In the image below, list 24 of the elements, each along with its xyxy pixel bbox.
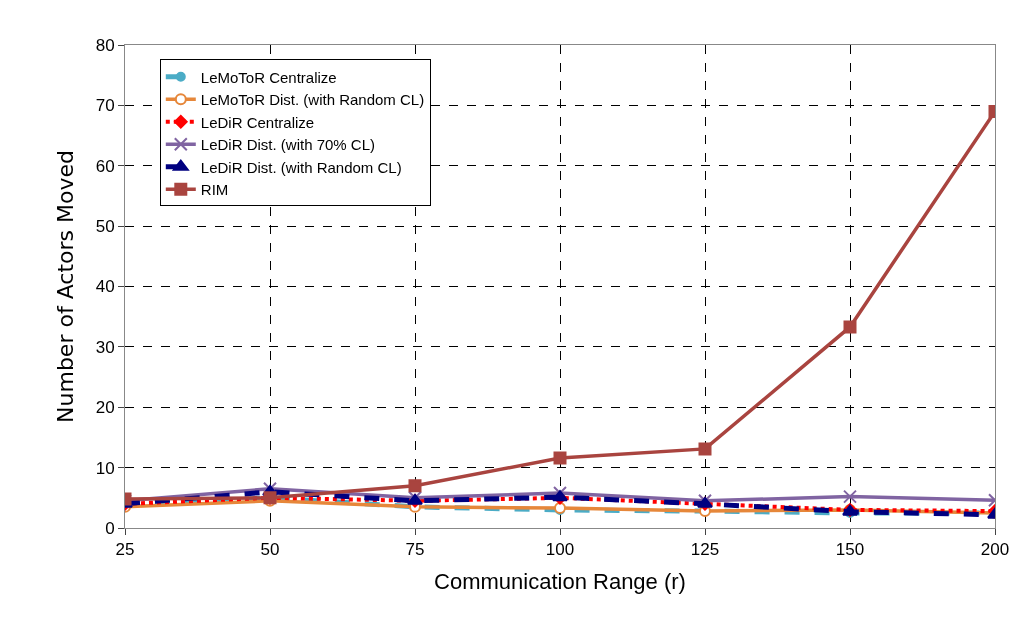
y-tick-label: 0 xyxy=(105,518,115,538)
y-tick-label: 20 xyxy=(95,398,115,418)
x-tick-label: 50 xyxy=(260,540,280,560)
y-tick-label: 70 xyxy=(95,96,115,116)
x-tick-label: 125 xyxy=(690,540,720,560)
legend-label: LeDiR Centralize xyxy=(200,113,315,131)
x-tick-label: 25 xyxy=(115,540,135,560)
y-tick-label: 80 xyxy=(95,35,115,55)
y-tick-label: 50 xyxy=(95,217,115,237)
y-axis-title: Number of Actors Moved xyxy=(53,150,79,423)
x-tick-label: 150 xyxy=(835,540,865,560)
x-axis-title: Communication Range (r) xyxy=(434,569,686,595)
legend-label: LeMoToR Centralize xyxy=(200,68,337,86)
y-tick-label: 60 xyxy=(95,156,115,176)
y-tick-label: 30 xyxy=(95,337,115,357)
x-tick-label: 100 xyxy=(545,540,575,560)
y-tick-label: 40 xyxy=(95,277,115,297)
legend-label: LeMoToR Dist. (with Random CL) xyxy=(200,91,425,109)
legend-label: RIM xyxy=(200,181,229,199)
x-tick-label: 200 xyxy=(980,540,1010,560)
legend-label: LeDiR Dist. (with Random CL) xyxy=(200,158,402,176)
x-tick-label: 75 xyxy=(405,540,425,560)
y-tick-label: 10 xyxy=(95,458,115,478)
legend-label: LeDiR Dist. (with 70% CL) xyxy=(200,136,376,154)
